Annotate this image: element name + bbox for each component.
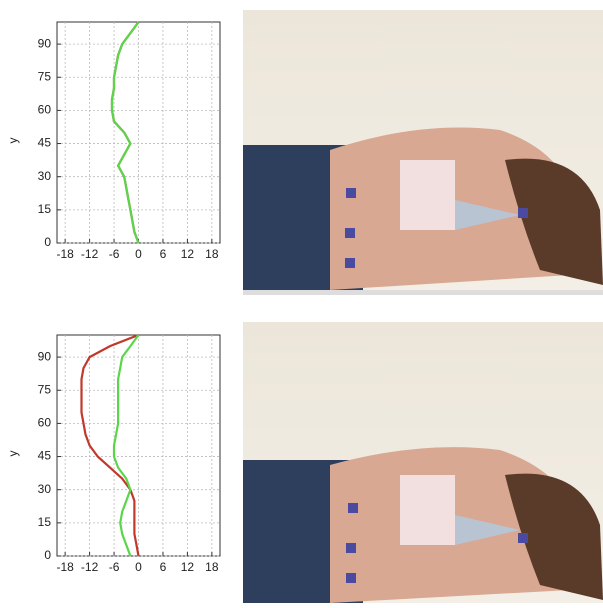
- figure: -18 -12 -6 0 6 12 18 0 15 30 45 60 75 90 y -18 -12 -6 0 6 12…: [0, 0, 603, 603]
- x-tick-label: 6: [160, 560, 167, 574]
- x-tick-label: -6: [109, 560, 120, 574]
- x-tick-label: -6: [109, 247, 120, 261]
- photo: [243, 10, 603, 295]
- y-tick-label: 60: [38, 103, 52, 117]
- x-tick-label: 18: [205, 247, 219, 261]
- x-tick-label: 18: [205, 560, 219, 574]
- x-tick-label: 12: [181, 560, 195, 574]
- y-tick-label: 90: [38, 36, 52, 50]
- y-tick-label: 45: [38, 449, 52, 463]
- x-tick-label: 12: [181, 247, 195, 261]
- x-tick-label: 0: [135, 247, 142, 261]
- y-axis-label: y: [6, 138, 20, 144]
- x-tick-label: 0: [135, 560, 142, 574]
- y-tick-label: 15: [38, 202, 52, 216]
- y-tick-label: 75: [38, 69, 52, 83]
- x-tick-label: -18: [56, 560, 74, 574]
- y-tick-label: 0: [44, 235, 51, 249]
- y-tick-label: 0: [44, 548, 51, 562]
- x-tick-label: -18: [56, 247, 74, 261]
- y-tick-label: 15: [38, 515, 52, 529]
- y-tick-label: 75: [38, 382, 52, 396]
- x-tick-label: -12: [81, 560, 99, 574]
- y-tick-label: 60: [38, 416, 52, 430]
- y-tick-label: 30: [38, 482, 52, 496]
- photo: [243, 322, 603, 603]
- x-tick-label: -12: [81, 247, 99, 261]
- x-tick-label: 6: [160, 247, 167, 261]
- y-tick-label: 30: [38, 169, 52, 183]
- y-axis-label: y: [6, 451, 20, 457]
- y-tick-label: 90: [38, 349, 52, 363]
- y-tick-label: 45: [38, 136, 52, 150]
